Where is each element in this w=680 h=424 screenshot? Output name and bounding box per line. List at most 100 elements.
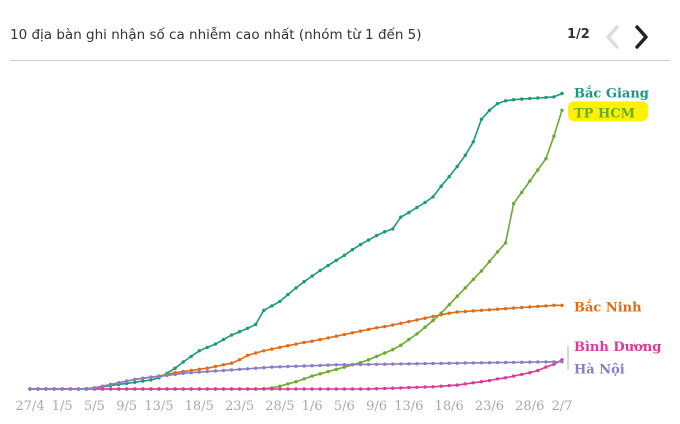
- x-tick-label: 23/6: [475, 399, 504, 414]
- data-point: [310, 387, 314, 391]
- data-point: [310, 339, 314, 343]
- data-point: [342, 332, 347, 337]
- data-point: [447, 174, 451, 179]
- data-point: [141, 387, 145, 391]
- series-labels: Bắc Giang TP HCM Bắc Ninh Bình Dương Hà Nội: [567, 85, 661, 378]
- data-point: [479, 361, 484, 365]
- next-page-button[interactable]: [630, 24, 652, 50]
- data-point: [358, 387, 363, 391]
- data-point: [108, 387, 113, 391]
- data-point: [318, 268, 322, 273]
- data-point: [254, 351, 258, 355]
- data-point: [350, 387, 355, 391]
- series-line-bac-ninh: [30, 304, 562, 390]
- data-point: [479, 117, 484, 122]
- data-point: [117, 381, 121, 385]
- data-point: [423, 200, 427, 205]
- data-point: [278, 345, 282, 350]
- data-point: [221, 337, 226, 342]
- data-point: [358, 362, 363, 367]
- data-point: [334, 367, 338, 371]
- data-point: [68, 387, 73, 391]
- data-point: [286, 364, 290, 369]
- series-bac-giang: [28, 91, 564, 391]
- data-point: [520, 360, 524, 364]
- data-point: [326, 336, 330, 340]
- series-ha-noi: [28, 360, 564, 391]
- data-point: [326, 263, 330, 268]
- data-point: [181, 360, 185, 364]
- data-point: [310, 364, 314, 368]
- data-point: [463, 309, 467, 314]
- x-tick-label: 1/6: [302, 399, 323, 414]
- data-point: [511, 98, 516, 102]
- data-point: [294, 380, 298, 384]
- data-point: [407, 362, 411, 366]
- chevron-right-icon: [635, 25, 648, 49]
- data-point: [133, 387, 137, 391]
- data-point: [181, 387, 185, 391]
- data-point: [28, 387, 32, 391]
- data-point: [302, 364, 306, 368]
- data-point: [358, 329, 363, 333]
- data-point: [334, 258, 338, 262]
- data-point: [117, 387, 121, 391]
- x-tick-label: 18/6: [435, 399, 464, 414]
- data-point: [520, 97, 524, 101]
- data-point: [157, 374, 161, 379]
- data-point: [471, 309, 475, 313]
- data-point: [342, 253, 347, 257]
- x-tick-label: 27/4: [15, 399, 44, 414]
- data-point: [455, 383, 459, 387]
- data-point: [173, 372, 177, 377]
- data-point: [520, 190, 524, 195]
- data-point: [407, 210, 411, 215]
- page-indicator: 1/2: [567, 27, 590, 42]
- data-point: [221, 387, 226, 391]
- series-label-bac-giang: Bắc Giang: [574, 85, 649, 101]
- data-point: [294, 342, 298, 346]
- data-point: [358, 242, 363, 247]
- data-point: [366, 362, 371, 367]
- data-point: [262, 308, 266, 312]
- data-point: [84, 387, 89, 391]
- data-point: [455, 310, 459, 314]
- prev-page-button[interactable]: [602, 24, 624, 50]
- x-tick-label: 9/6: [366, 399, 387, 414]
- data-point: [318, 372, 322, 376]
- data-point: [318, 337, 322, 342]
- data-point: [439, 313, 443, 317]
- data-point: [495, 101, 500, 106]
- data-point: [391, 386, 395, 390]
- data-point: [503, 360, 508, 365]
- data-point: [528, 305, 532, 309]
- series-lines: [28, 91, 564, 391]
- data-point: [76, 387, 81, 391]
- data-point: [318, 363, 322, 368]
- data-point: [399, 362, 403, 366]
- data-point: [100, 384, 105, 388]
- data-point: [133, 380, 137, 384]
- data-point: [221, 368, 226, 373]
- data-point: [471, 361, 475, 365]
- header-divider: [10, 60, 670, 61]
- data-point: [511, 306, 516, 310]
- data-point: [399, 321, 403, 325]
- data-point: [528, 371, 532, 375]
- chart-title: 10 địa bàn ghi nhận số ca nhiễm cao nhất…: [10, 27, 422, 43]
- data-point: [237, 367, 242, 371]
- data-point: [455, 294, 459, 298]
- data-point: [383, 386, 387, 391]
- data-point: [318, 387, 322, 391]
- data-point: [350, 331, 355, 335]
- x-tick-label: 18/5: [185, 399, 214, 414]
- data-point: [479, 308, 484, 312]
- data-point: [407, 385, 411, 390]
- data-point: [439, 184, 443, 188]
- data-point: [229, 361, 234, 365]
- data-point: [221, 363, 226, 367]
- data-point: [197, 349, 201, 353]
- data-point: [334, 363, 338, 367]
- data-point: [294, 364, 298, 368]
